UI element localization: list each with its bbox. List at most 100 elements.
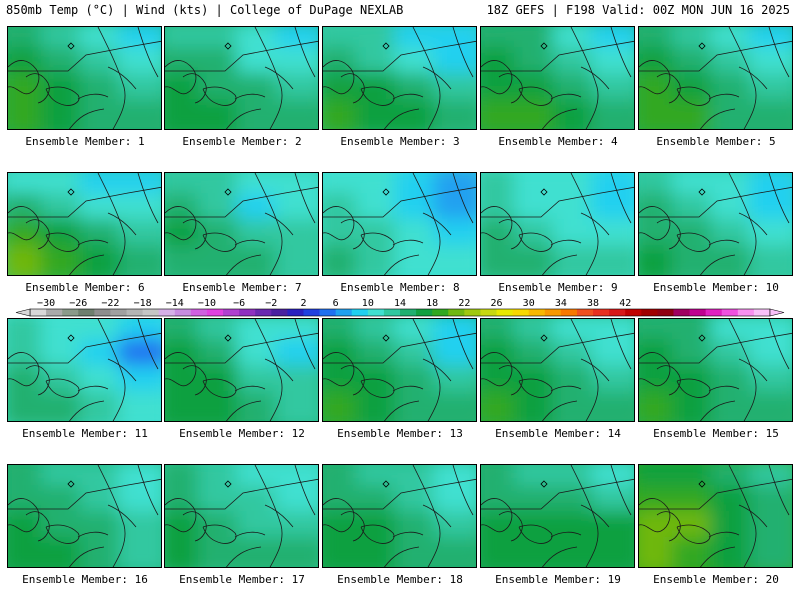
temperature-map: [165, 27, 318, 129]
map-border-line: [738, 504, 768, 528]
map-border-line: [294, 319, 316, 370]
colorbar-swatch: [383, 309, 401, 316]
map-border-line: [676, 524, 711, 544]
map-border-line: [481, 186, 634, 218]
map-border-line: [452, 319, 474, 370]
ensemble-member-panel: [164, 172, 319, 276]
station-marker-icon: [540, 480, 548, 488]
map-border-line: [422, 212, 452, 236]
temperature-map: [8, 27, 161, 129]
map-border-line: [323, 60, 355, 95]
panel-caption: Ensemble Member: 3: [340, 135, 460, 148]
panel-caption: Ensemble Member: 16: [22, 573, 148, 586]
panel-caption: Ensemble Member: 10: [653, 281, 779, 294]
map-border-line: [323, 352, 355, 387]
map-border-line: [264, 212, 294, 236]
map-border-line: [323, 498, 355, 533]
map-border-line: [392, 385, 424, 392]
colorbar-tick-label: 22: [458, 298, 470, 309]
map-border-line: [498, 219, 523, 250]
colorbar-swatch: [657, 309, 674, 316]
map-border-line: [728, 27, 757, 129]
map-border-line: [340, 365, 365, 396]
colorbar-tick-label: −10: [198, 298, 216, 309]
station-marker-icon: [67, 188, 75, 196]
ensemble-member-panel: [322, 464, 477, 568]
ensemble-member-panel: [322, 26, 477, 130]
colorbar-tick-label: −14: [166, 298, 184, 309]
map-border-line: [708, 385, 740, 392]
map-border-line: [360, 378, 395, 398]
temperature-map: [165, 173, 318, 275]
ensemble-member-panel: [164, 464, 319, 568]
map-border-line: [384, 400, 420, 421]
map-border-line: [97, 465, 126, 567]
map-border-line: [412, 27, 441, 129]
station-marker-icon: [540, 334, 548, 342]
station-marker-icon: [382, 188, 390, 196]
map-border-line: [323, 186, 476, 218]
map-border-line: [107, 212, 137, 236]
colorbar-swatch: [432, 309, 449, 316]
map-border-line: [77, 239, 109, 246]
map-border-line: [768, 319, 790, 370]
map-border-line: [264, 66, 294, 90]
map-border-line: [656, 73, 681, 104]
panel-caption: Ensemble Member: 12: [179, 427, 305, 440]
map-border-line: [481, 206, 513, 241]
temperature-cell: [275, 245, 318, 275]
station-marker-icon: [67, 334, 75, 342]
temperature-cell: [749, 537, 792, 567]
map-border-line: [639, 186, 792, 218]
map-border-line: [498, 365, 523, 396]
colorbar-swatch: [721, 309, 739, 316]
temperature-cell: [749, 391, 792, 421]
station-marker-icon: [540, 188, 548, 196]
panel-caption: Ensemble Member: 7: [182, 281, 302, 294]
colorbar-swatch: [528, 309, 546, 316]
map-border-line: [8, 60, 40, 95]
station-marker-icon: [224, 188, 232, 196]
map-border-line: [498, 511, 523, 542]
map-border-line: [518, 232, 553, 252]
map-border-line: [708, 93, 740, 100]
station-marker-icon: [224, 334, 232, 342]
colorbar-swatch: [142, 309, 160, 316]
temperature-map: [8, 465, 161, 567]
map-border-line: [25, 73, 50, 104]
map-border-line: [340, 219, 365, 250]
colorbar-swatch: [174, 309, 192, 316]
map-border-line: [107, 66, 137, 90]
station-marker-icon: [224, 42, 232, 50]
map-border-line: [738, 66, 768, 90]
colorbar-swatch: [448, 309, 465, 316]
colorbar-swatch: [625, 309, 642, 316]
map-border-line: [137, 27, 159, 78]
temperature-map: [323, 173, 476, 275]
header-valid-time: 18Z GEFS | F198 Valid: 00Z MON JUN 16 20…: [486, 3, 790, 17]
map-border-line: [481, 352, 513, 387]
map-border-line: [165, 206, 197, 241]
map-border-line: [137, 465, 159, 516]
map-border-line: [610, 173, 632, 224]
map-border-line: [550, 93, 582, 100]
map-border-line: [656, 219, 681, 250]
colorbar-swatch: [190, 309, 208, 316]
map-border-line: [700, 108, 736, 129]
temperature-map: [323, 27, 476, 129]
temperature-cell: [118, 99, 161, 129]
map-border-line: [481, 60, 513, 95]
map-border-line: [8, 478, 161, 510]
map-border-line: [137, 319, 159, 370]
map-border-line: [234, 531, 266, 538]
panel-caption: Ensemble Member: 6: [25, 281, 145, 294]
map-border-line: [550, 239, 582, 246]
colorbar-tick-label: −18: [134, 298, 152, 309]
station-marker-icon: [698, 42, 706, 50]
map-border-line: [392, 239, 424, 246]
colorbar-swatch: [110, 309, 128, 316]
temperature-cell: [433, 245, 476, 275]
ensemble-member-panel: [638, 26, 793, 130]
colorbar-swatch: [400, 309, 417, 316]
map-border-line: [25, 365, 50, 396]
